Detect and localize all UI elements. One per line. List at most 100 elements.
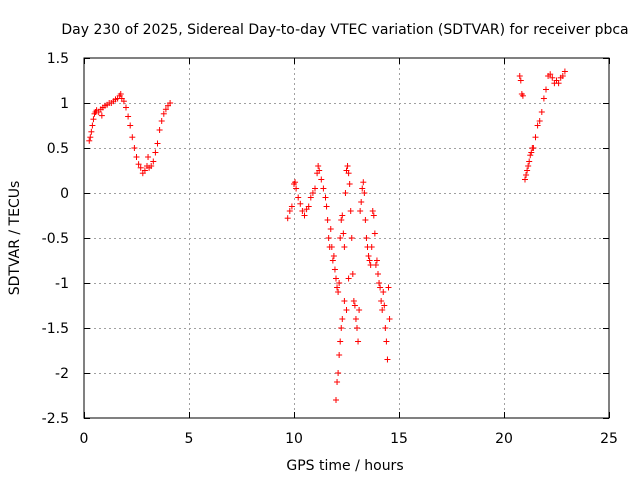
data-point [356,307,363,313]
data-point [127,122,134,129]
data-point [555,80,562,87]
chart-title: Day 230 of 2025, Sidereal Day-to-day VTE… [61,22,628,38]
axis-ticks [84,58,610,419]
data-point [307,194,314,201]
data-point [343,307,350,313]
y-tick-label: -1 [55,276,69,292]
data-point [339,316,346,322]
data-point [156,127,163,133]
x-tick-label: 15 [390,431,408,447]
data-point [547,71,554,78]
data-point [141,167,148,174]
data-point [284,215,291,222]
data-point [329,257,336,264]
data-point [325,235,332,241]
data-point [88,128,95,135]
data-point [341,298,348,304]
data-point [148,163,155,169]
data-point [357,208,364,214]
data-point [530,145,537,151]
data-point [125,113,132,120]
data-point [348,235,355,241]
data-point [133,154,140,160]
data-point [360,179,367,186]
data-point [98,112,105,119]
data-point [370,212,377,219]
x-tick-label: 20 [495,431,513,447]
data-point [117,91,124,97]
data-point [540,95,547,102]
data-point [334,379,341,385]
data-point [344,163,351,169]
y-tick-label: -2.5 [42,411,69,427]
data-point [349,271,356,277]
data-point [372,262,379,268]
y-tick-label: 1 [60,96,69,112]
data-point [538,109,545,115]
data-point [380,289,387,295]
data-point [341,244,348,250]
data-point [90,116,97,123]
data-point [365,253,372,259]
data-point [336,352,343,358]
data-point [526,158,533,165]
data-point [292,179,299,186]
data-point [335,370,342,376]
data-point [345,170,352,177]
data-point [361,190,368,196]
data-point [330,253,337,259]
data-point [145,154,152,160]
x-axis-label: GPS time / hours [286,458,403,474]
data-point [347,208,354,214]
data-point [299,208,306,214]
y-tick-label: 0.5 [47,141,69,157]
y-axis-label: SDTVAR / TECUs [7,181,23,296]
data-point [355,338,362,345]
data-point [342,190,349,196]
data-point [152,149,159,156]
y-tick-label: 0 [60,186,69,202]
x-tick-label: 25 [600,431,618,447]
data-point [376,280,383,286]
x-tick-label: 5 [185,431,194,447]
data-point [160,110,167,117]
data-point [89,122,96,129]
data-point [327,226,334,232]
data-point [324,217,331,223]
data-point [517,77,524,84]
data-point [363,235,370,241]
data-point [386,316,393,322]
data-point [340,230,347,237]
data-point [377,284,384,291]
data-point [333,275,339,282]
data-point [315,163,322,169]
data-point [120,98,127,105]
data-point [288,203,295,210]
y-tick-label: -2 [55,366,69,382]
data-point [346,181,353,187]
data-point [286,208,293,214]
data-point [295,194,302,201]
data-point [335,289,342,295]
data-point [371,230,378,237]
data-point [384,356,391,363]
data-point [534,122,541,129]
data-points [86,68,568,403]
data-point [536,118,543,124]
data-point [297,200,304,207]
data-point [337,235,344,241]
data-point [129,134,136,141]
y-tick-label: 1.5 [47,51,69,67]
data-point [375,271,381,277]
data-point [543,86,549,93]
data-point [373,257,380,264]
data-point [338,325,345,331]
data-point [522,176,528,183]
data-point [385,284,392,291]
data-point [86,137,93,144]
data-point [381,302,388,309]
y-tick-labels: 1.5 1 0.5 0 -0.5 -1 -1.5 -2 -2.5 [42,51,69,427]
data-point [351,302,358,309]
data-point [368,244,375,250]
